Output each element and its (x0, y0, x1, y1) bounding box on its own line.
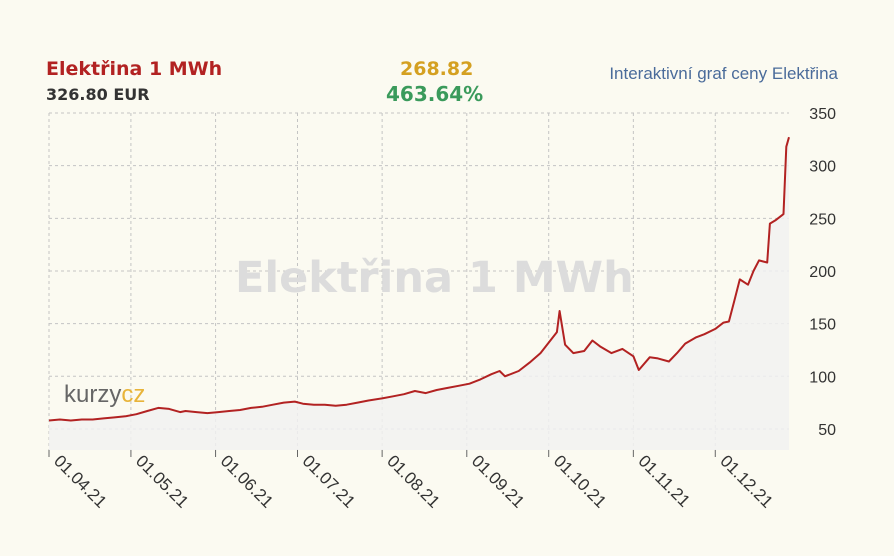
x-tick-label: 01.05.21 (132, 451, 192, 511)
chart-watermark: Elektřina 1 MWh (235, 253, 634, 303)
price-line (48, 136, 790, 422)
x-tick-label: 01.08.21 (383, 451, 443, 511)
current-price: 326.80 EUR (46, 85, 150, 104)
x-tick-label: 01.07.21 (299, 451, 359, 511)
x-axis: 01.04.21 01.05.21 01.06.21 01.07.21 01.08.21… (48, 450, 777, 512)
x-tick-label: 01.11.21 (635, 451, 694, 510)
x-tick-label: 01.10.21 (550, 451, 610, 511)
chart-title: Elektřina 1 MWh (46, 58, 223, 80)
price-change-percent: 463.64% (386, 82, 484, 106)
y-tick-label: 50 (818, 422, 836, 439)
y-tick-label: 100 (809, 369, 836, 386)
x-tick-label: 01.09.21 (468, 451, 528, 511)
y-axis: 50 100 150 200 250 300 350 (809, 106, 836, 439)
logo-text-kurzy: kurzy (64, 381, 122, 408)
x-tick-label: 01.06.21 (217, 451, 277, 511)
y-tick-label: 350 (809, 106, 836, 123)
kurzy-logo: kurzycz (64, 381, 145, 409)
x-tick-label: 01.04.21 (50, 451, 110, 511)
price-area (49, 137, 789, 450)
logo-text-cz: cz (121, 381, 146, 408)
y-tick-label: 200 (809, 264, 836, 281)
y-tick-label: 150 (809, 317, 836, 334)
y-tick-label: 300 (809, 159, 836, 176)
interactive-chart-link[interactable]: Interaktivní graf ceny Elektřina (609, 64, 838, 83)
chart-grid (48, 112, 789, 450)
x-tick-label: 01.12.21 (716, 451, 776, 511)
y-tick-label: 250 (809, 211, 836, 228)
price-change: 268.82 (400, 58, 474, 80)
